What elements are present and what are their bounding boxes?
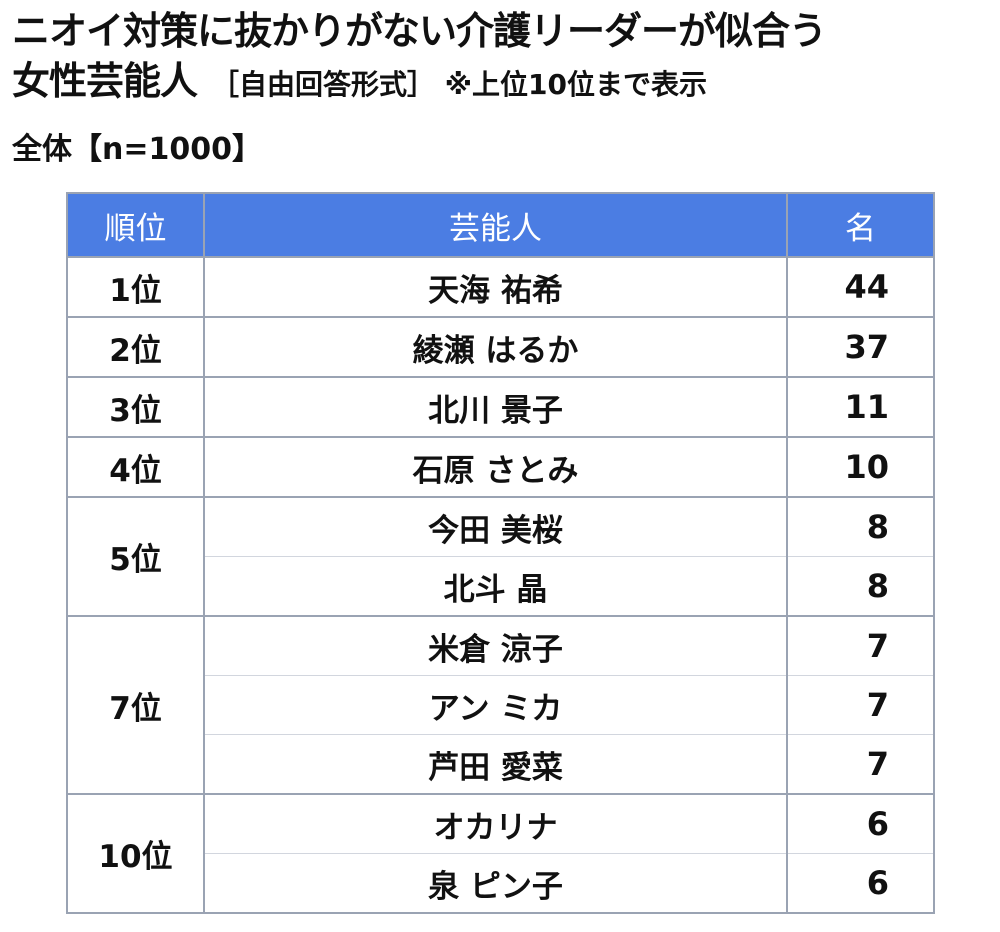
table-row: 4位 石原 さとみ 10 bbox=[66, 436, 935, 498]
header-rank: 順位 bbox=[66, 192, 205, 258]
name-cell: 今田 美桜 bbox=[203, 496, 788, 557]
name-cell: アン ミカ bbox=[203, 675, 788, 735]
title-line-2: 女性芸能人 ［自由回答形式］ ※上位10位まで表示 bbox=[12, 56, 992, 110]
name-cell: 北川 景子 bbox=[203, 376, 788, 438]
rank-cell: 7位 bbox=[66, 615, 205, 795]
table-row: 泉 ピン子 6 bbox=[67, 853, 935, 914]
header-name: 芸能人 bbox=[203, 192, 788, 258]
sample-size-label: 全体【n=1000】 bbox=[12, 132, 262, 167]
table-row: 5位 今田 美桜 8 bbox=[66, 496, 935, 617]
title-subject: 女性芸能人 bbox=[12, 59, 198, 103]
table-row: 10位 オカリナ 6 bbox=[66, 793, 935, 914]
name-cell: 北斗 晶 bbox=[203, 556, 788, 617]
count-cell: 10 bbox=[786, 436, 935, 498]
name-cell: 石原 さとみ bbox=[203, 436, 788, 498]
count-cell: 7 bbox=[786, 734, 935, 795]
count-cell: 6 bbox=[786, 793, 935, 854]
name-cell: 綾瀬 はるか bbox=[203, 316, 788, 378]
table-row: アン ミカ 7 bbox=[67, 675, 935, 735]
table-header-row: 順位 芸能人 名 bbox=[66, 192, 935, 258]
name-cell: 芦田 愛菜 bbox=[203, 734, 788, 795]
title-line-1: ニオイ対策に抜かりがない介護リーダーが似合う bbox=[12, 9, 827, 53]
count-cell: 7 bbox=[786, 675, 935, 735]
name-cell: オカリナ bbox=[203, 793, 788, 854]
count-cell: 44 bbox=[786, 256, 935, 318]
count-cell: 8 bbox=[786, 496, 935, 557]
table-row: 7位 米倉 涼子 7 bbox=[66, 615, 935, 795]
rank-cell: 5位 bbox=[66, 496, 205, 617]
count-cell: 11 bbox=[786, 376, 935, 438]
rank-cell: 2位 bbox=[66, 316, 205, 378]
rank-cell: 1位 bbox=[66, 256, 205, 318]
count-cell: 7 bbox=[786, 615, 935, 676]
table-row: 芦田 愛菜 7 bbox=[67, 734, 935, 795]
rank-cell: 3位 bbox=[66, 376, 205, 438]
count-cell: 37 bbox=[786, 316, 935, 378]
table-row: 1位 天海 祐希 44 bbox=[66, 256, 935, 318]
name-cell: 天海 祐希 bbox=[203, 256, 788, 318]
count-cell: 8 bbox=[786, 556, 935, 617]
table-row: 2位 綾瀬 はるか 37 bbox=[66, 316, 935, 378]
table-row: 3位 北川 景子 11 bbox=[66, 376, 935, 438]
name-cell: 泉 ピン子 bbox=[203, 853, 788, 914]
count-cell: 6 bbox=[786, 853, 935, 914]
title-note: ［自由回答形式］ ※上位10位まで表示 bbox=[211, 68, 707, 101]
rank-cell: 10位 bbox=[66, 793, 205, 914]
rank-cell: 4位 bbox=[66, 436, 205, 498]
page-title: ニオイ対策に抜かりがない介護リーダーが似合う 女性芸能人 ［自由回答形式］ ※上位… bbox=[12, 6, 992, 110]
ranking-table: 順位 芸能人 名 1位 天海 祐希 44 2位 綾瀬 はるか 37 3位 北川 … bbox=[66, 192, 935, 914]
header-count: 名 bbox=[786, 192, 935, 258]
table-row: 北斗 晶 8 bbox=[67, 556, 935, 617]
name-cell: 米倉 涼子 bbox=[203, 615, 788, 676]
